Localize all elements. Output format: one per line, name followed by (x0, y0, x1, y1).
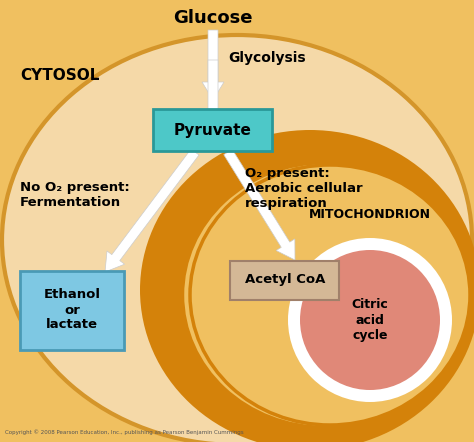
FancyArrow shape (224, 149, 295, 260)
FancyBboxPatch shape (154, 109, 273, 151)
Ellipse shape (190, 165, 470, 425)
Ellipse shape (140, 130, 474, 442)
Text: Pyruvate: Pyruvate (174, 122, 252, 137)
Ellipse shape (188, 235, 256, 285)
Text: No O₂ present:
Fermentation: No O₂ present: Fermentation (20, 181, 130, 209)
Text: Citric
acid
cycle: Citric acid cycle (352, 298, 388, 342)
Ellipse shape (199, 169, 277, 227)
Ellipse shape (2, 35, 472, 442)
Ellipse shape (182, 163, 467, 427)
Text: Ethanol
or
lactate: Ethanol or lactate (44, 289, 100, 332)
Text: Copyright © 2008 Pearson Education, Inc., publishing as Pearson Benjamin Cumming: Copyright © 2008 Pearson Education, Inc.… (5, 429, 244, 435)
Text: MITOCHONDRION: MITOCHONDRION (309, 209, 431, 221)
Text: Acetyl CoA: Acetyl CoA (245, 274, 325, 286)
FancyBboxPatch shape (230, 260, 339, 300)
FancyArrow shape (202, 60, 224, 128)
FancyArrow shape (202, 30, 224, 100)
FancyArrow shape (105, 149, 199, 272)
Text: Glycolysis: Glycolysis (228, 51, 306, 65)
Text: O₂ present:
Aerobic cellular
respiration: O₂ present: Aerobic cellular respiration (245, 167, 363, 210)
Text: Glucose: Glucose (173, 9, 253, 27)
Text: CYTOSOL: CYTOSOL (20, 68, 100, 83)
Circle shape (288, 238, 452, 402)
Ellipse shape (198, 315, 272, 366)
Circle shape (300, 250, 440, 390)
FancyBboxPatch shape (20, 271, 124, 350)
